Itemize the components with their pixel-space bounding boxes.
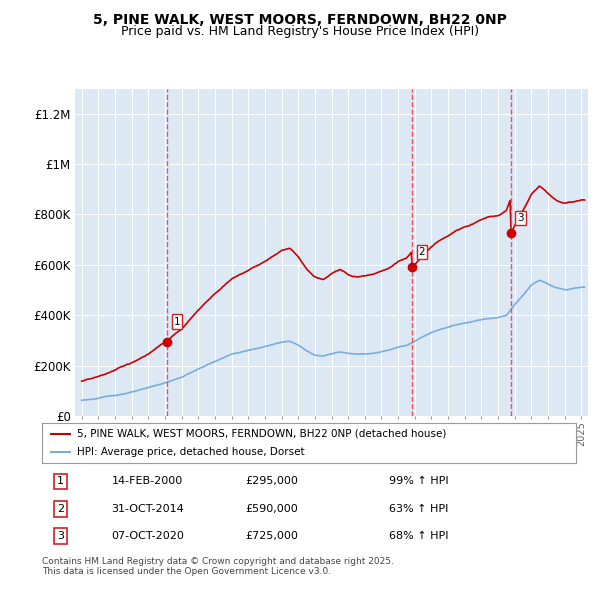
Text: 63% ↑ HPI: 63% ↑ HPI [389, 504, 448, 514]
Text: 3: 3 [57, 531, 64, 541]
Text: 2: 2 [57, 504, 64, 514]
Text: 5, PINE WALK, WEST MOORS, FERNDOWN, BH22 0NP: 5, PINE WALK, WEST MOORS, FERNDOWN, BH22… [93, 13, 507, 27]
Text: HPI: Average price, detached house, Dorset: HPI: Average price, detached house, Dors… [77, 447, 304, 457]
Text: 31-OCT-2014: 31-OCT-2014 [112, 504, 184, 514]
Text: 99% ↑ HPI: 99% ↑ HPI [389, 477, 449, 487]
Text: 2: 2 [419, 247, 425, 257]
Text: 5, PINE WALK, WEST MOORS, FERNDOWN, BH22 0NP (detached house): 5, PINE WALK, WEST MOORS, FERNDOWN, BH22… [77, 429, 446, 439]
Text: 3: 3 [518, 213, 524, 223]
Text: 68% ↑ HPI: 68% ↑ HPI [389, 531, 449, 541]
Text: 14-FEB-2000: 14-FEB-2000 [112, 477, 182, 487]
Text: 07-OCT-2020: 07-OCT-2020 [112, 531, 184, 541]
Text: £725,000: £725,000 [245, 531, 298, 541]
Text: Price paid vs. HM Land Registry's House Price Index (HPI): Price paid vs. HM Land Registry's House … [121, 25, 479, 38]
Text: £295,000: £295,000 [245, 477, 298, 487]
Text: 1: 1 [57, 477, 64, 487]
Text: 1: 1 [173, 316, 180, 326]
Text: Contains HM Land Registry data © Crown copyright and database right 2025.
This d: Contains HM Land Registry data © Crown c… [42, 557, 394, 576]
Text: £590,000: £590,000 [245, 504, 298, 514]
